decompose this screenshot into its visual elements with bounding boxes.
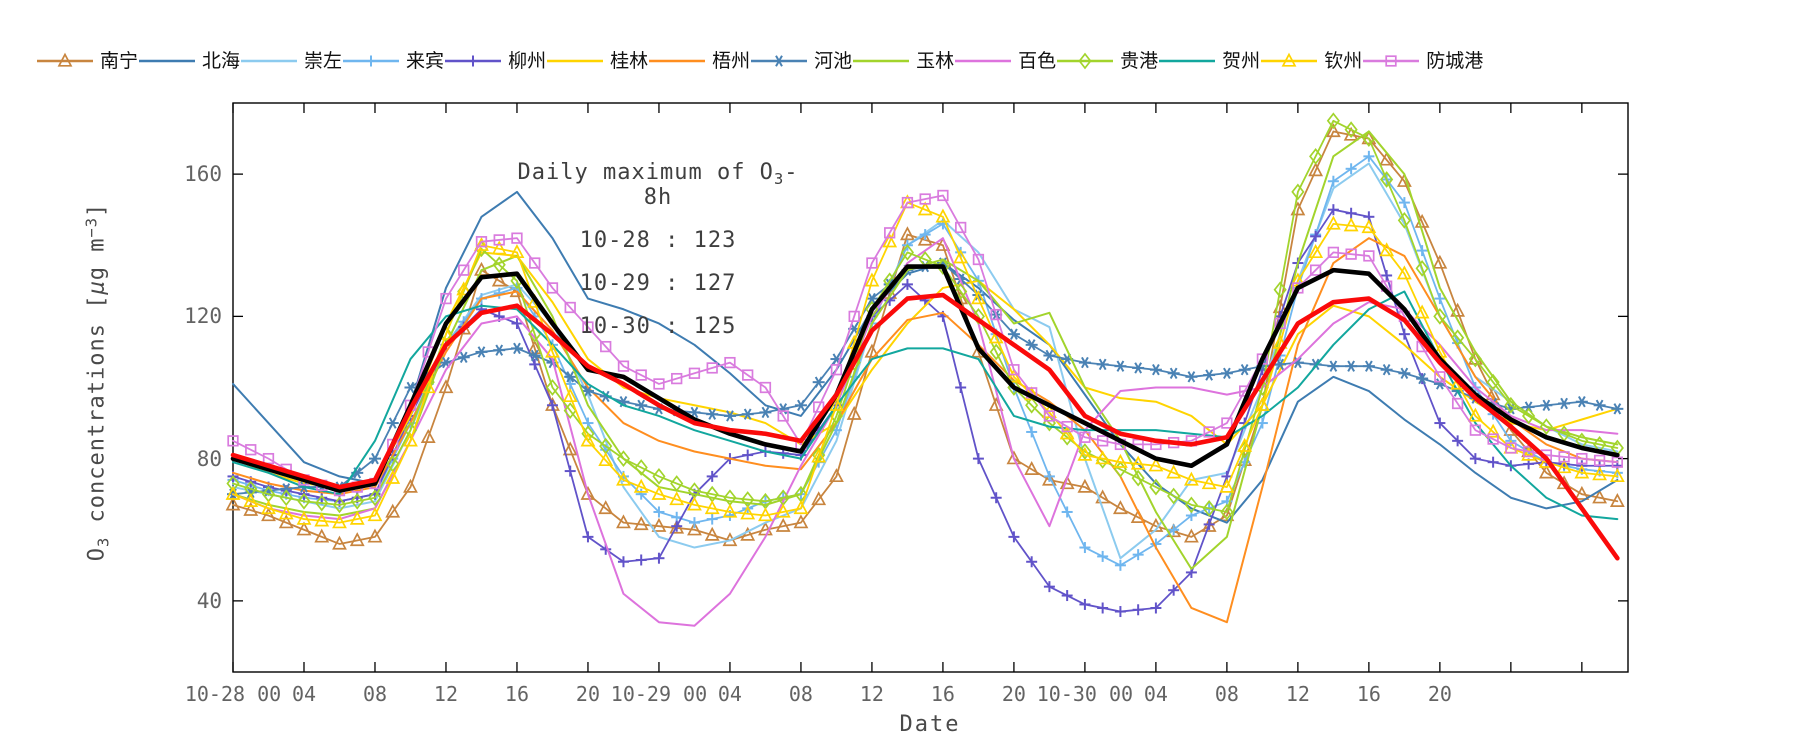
x-tick-label: 10-28 00 (184, 682, 282, 706)
legend-item-guilin[interactable]: 桂林 (546, 49, 649, 72)
annotation-line: 10-29 : 127 (579, 271, 737, 296)
legend-item-beihai[interactable]: 北海 (138, 49, 241, 72)
legend-label: 贺州 (1222, 49, 1261, 72)
legend-line-sample (853, 59, 910, 63)
x-tick-label: 12 (433, 682, 459, 706)
x-tick-label: 04 (291, 682, 317, 706)
legend-label: 钦州 (1324, 49, 1363, 72)
legend-label: 百色 (1018, 49, 1057, 72)
legend-item-baise[interactable]: 百色 (954, 49, 1057, 72)
legend-line-sample (1159, 59, 1216, 63)
daily-max-annotation: Daily maximum of O3-8h 10-28 : 123 10-29 … (508, 160, 808, 339)
chart-legend: 南宁 北海 崇左 来宾 柳州 桂林 梧州 河池 玉林 百色 贵港 贺州 钦州 防城港 (36, 48, 1484, 74)
legend-plus-icon (445, 55, 502, 67)
annotation-line: 10-28 : 123 (579, 228, 737, 253)
series-line-liuzhou (232, 208, 1619, 613)
y-tick-label: 80 (196, 446, 222, 471)
x-tick-label: 20 (1427, 682, 1452, 706)
legend-label: 柳州 (508, 49, 547, 72)
series-line-wuzhou (232, 237, 1619, 624)
series-line-baise (232, 237, 1619, 627)
series-line-qinzhou (232, 201, 1619, 524)
legend-label: 河池 (814, 49, 853, 72)
x-tick-label: 20 (575, 682, 600, 706)
legend-label: 贵港 (1120, 49, 1159, 72)
series-line-hezhou (232, 290, 1619, 521)
legend-square-icon (1363, 55, 1420, 67)
legend-item-laibin[interactable]: 来宾 (342, 49, 445, 72)
legend-item-hezhou[interactable]: 贺州 (1158, 49, 1261, 72)
series-wuzhou (232, 237, 1619, 624)
annotation-title: Daily maximum of O3-8h (517, 160, 799, 210)
legend-label: 桂林 (610, 49, 649, 72)
series-fangchenggang (227, 189, 1624, 497)
legend-item-wuzhou[interactable]: 梧州 (648, 49, 751, 72)
series-line-fangchenggang (232, 194, 1619, 492)
x-tick-label: 10-30 00 (1036, 682, 1134, 706)
legend-label: 梧州 (712, 49, 751, 72)
legend-label: 南宁 (100, 49, 139, 72)
x-tick-label: 08 (362, 682, 388, 706)
annotation-lines: 10-28 : 123 10-29 : 127 10-30 : 125 (508, 228, 808, 339)
legend-line-sample (547, 59, 604, 63)
x-tick-label: 16 (504, 682, 530, 706)
legend-line-sample (955, 59, 1012, 63)
legend-item-fangchenggang[interactable]: 防城港 (1362, 49, 1484, 72)
legend-triangle-icon (37, 52, 93, 67)
x-axis-title: Date (899, 712, 961, 737)
legend-line-sample (649, 59, 706, 63)
y-tick-label: 160 (184, 162, 222, 187)
x-tick-label: 08 (1214, 682, 1239, 706)
series-nanning (225, 123, 1625, 550)
x-tick-label: 16 (930, 682, 955, 706)
legend-item-qinzhou[interactable]: 钦州 (1260, 49, 1363, 72)
x-tick-label: 10-29 00 (610, 682, 708, 706)
legend-item-yulin[interactable]: 玉林 (852, 49, 955, 72)
series-highlight-red-bold (230, 292, 1620, 561)
x-tick-label: 04 (1143, 682, 1168, 706)
y-tick-label: 120 (184, 304, 222, 329)
legend-item-hechi[interactable]: 河池 (750, 49, 853, 72)
legend-item-chongzuo[interactable]: 崇左 (240, 49, 343, 72)
legend-item-nanning[interactable]: 南宁 (36, 49, 139, 72)
legend-diamond-icon (1057, 52, 1114, 70)
y-axis-title: O3 concentrations [μg m−3] (82, 202, 113, 562)
series-baise (232, 237, 1619, 627)
legend-line-sample (241, 59, 298, 63)
x-tick-label: 20 (1001, 682, 1026, 706)
legend-asterisk-icon (751, 55, 808, 67)
legend-plus-icon (343, 55, 400, 67)
legend-label: 玉林 (916, 49, 955, 72)
legend-label: 来宾 (406, 49, 445, 72)
legend-line-sample (139, 59, 196, 63)
series-qinzhou (225, 194, 1625, 529)
annotation-line: 10-30 : 125 (579, 314, 737, 339)
series-hezhou (232, 290, 1619, 521)
x-tick-label: 04 (717, 682, 742, 706)
x-tick-label: 12 (859, 682, 884, 706)
legend-item-liuzhou[interactable]: 柳州 (444, 49, 547, 72)
legend-label: 北海 (202, 49, 241, 72)
y-tick-label: 40 (196, 588, 222, 613)
legend-label: 崇左 (304, 49, 343, 72)
series-mean-bold (230, 264, 1620, 493)
legend-item-guigang[interactable]: 贵港 (1056, 49, 1159, 72)
axes-box (232, 102, 1629, 673)
legend-label: 防城港 (1426, 49, 1484, 72)
x-tick-label: 08 (788, 682, 813, 706)
x-tick-label: 16 (1356, 682, 1381, 706)
series-line-mean-bold (230, 264, 1620, 493)
x-tick-label: 12 (1285, 682, 1310, 706)
legend-triangle-icon (1261, 52, 1318, 67)
series-line-highlight-red-bold (230, 292, 1620, 561)
